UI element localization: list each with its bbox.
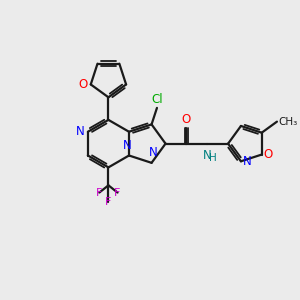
- Text: Cl: Cl: [151, 93, 163, 106]
- Text: N: N: [123, 139, 132, 152]
- Text: N: N: [76, 125, 84, 138]
- Text: F: F: [105, 197, 112, 207]
- Text: O: O: [182, 113, 191, 126]
- Text: F: F: [96, 188, 103, 198]
- Text: F: F: [114, 188, 121, 198]
- Text: N: N: [149, 146, 158, 159]
- Text: O: O: [79, 78, 88, 91]
- Text: N: N: [242, 155, 251, 168]
- Text: H: H: [208, 153, 216, 163]
- Text: O: O: [263, 148, 272, 161]
- Text: CH₃: CH₃: [278, 117, 298, 127]
- Text: N: N: [203, 149, 212, 162]
